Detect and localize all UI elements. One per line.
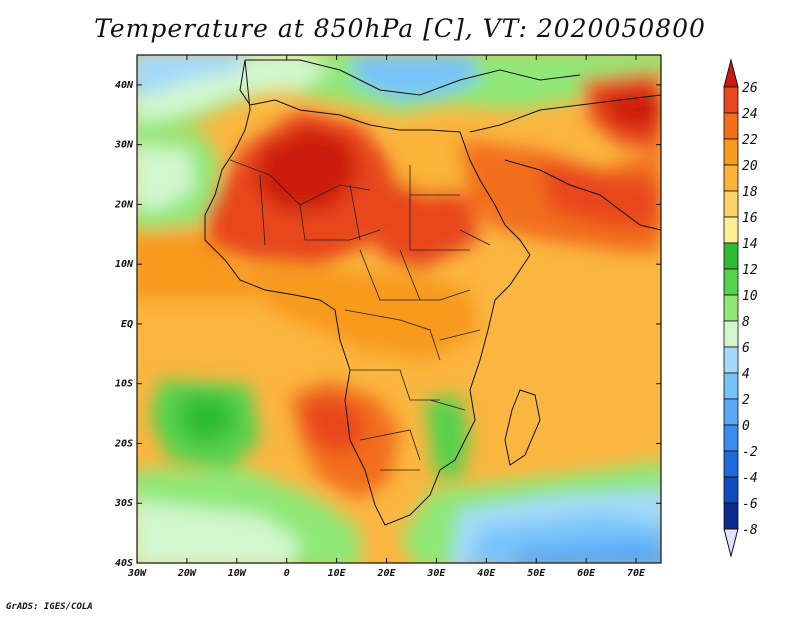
- colorbar-segment: [723, 112, 739, 140]
- colorbar-segment: [723, 398, 739, 426]
- y-tick-label: EQ: [121, 319, 133, 330]
- colorbar-label: -2: [742, 445, 758, 460]
- colorbar-label: 16: [742, 211, 758, 226]
- colorbar-segment: [723, 450, 739, 478]
- y-axis: 40N 30N 20N 10N EQ 10S 20S 30S 40S: [114, 80, 661, 569]
- colorbar-segment: [723, 268, 739, 296]
- colorbar-label: -8: [742, 523, 758, 538]
- colorbar-label: 20: [742, 159, 758, 174]
- colorbar-label: 26: [742, 81, 758, 96]
- colorbar-segment: [723, 502, 739, 530]
- y-tick-label: 20N: [114, 199, 134, 210]
- colorbar-segment: [723, 138, 739, 166]
- y-tick-label: 30N: [114, 140, 134, 151]
- x-tick-label: 30E: [426, 568, 446, 579]
- colorbar-label: 14: [742, 237, 758, 252]
- x-tick-label: 60E: [577, 568, 596, 579]
- y-tick-label: 20S: [114, 438, 133, 449]
- x-tick-label: 30W: [127, 568, 147, 579]
- country-borders: [229, 159, 491, 471]
- temperature-field: [137, 55, 661, 563]
- colorbar-label: 18: [742, 185, 758, 200]
- colorbar-label: -4: [742, 471, 758, 486]
- x-tick-label: 20E: [376, 568, 396, 579]
- colorbar-label: 6: [742, 341, 750, 356]
- colorbar-label: 24: [742, 107, 758, 122]
- x-tick-label: 0: [284, 568, 290, 579]
- colorbar-label: 12: [742, 263, 758, 278]
- colorbar-label: 0: [742, 419, 750, 434]
- colorbar-label: 8: [742, 315, 750, 330]
- x-tick-label: 10E: [328, 568, 347, 579]
- y-tick-label: 40S: [115, 558, 133, 569]
- colorbar-segment: [723, 320, 739, 348]
- colorbar-bottom-arrow: [723, 528, 739, 558]
- colorbar-label: 2: [742, 393, 750, 408]
- x-tick-label: 40E: [477, 568, 496, 579]
- colorbar-segment: [723, 372, 739, 400]
- x-axis: 30W 20W 10W 0 10E 20E 30E 40E 50E 60E 70E: [127, 55, 646, 579]
- x-tick-label: 70E: [627, 568, 646, 579]
- y-tick-label: 10N: [115, 259, 134, 270]
- colorbar-label: -6: [742, 497, 758, 512]
- colorbar-label: 10: [742, 289, 758, 304]
- coastlines: [204, 59, 661, 526]
- colorbar-segment: [723, 346, 739, 374]
- colorbar-segment: [723, 164, 739, 192]
- y-tick-label: 30S: [114, 498, 133, 509]
- y-tick-label: 40N: [115, 80, 134, 91]
- colorbar-segment: [723, 424, 739, 452]
- colorbar-segment: [723, 190, 739, 218]
- colorbar-segment: [723, 216, 739, 244]
- colorbar-segment: [723, 294, 739, 322]
- credit-label: GrADS: IGES/COLA: [6, 602, 93, 612]
- map-title: Temperature at 850hPa [C], VT: 202005080…: [94, 14, 706, 43]
- colorbar-label: 22: [742, 133, 758, 148]
- plot-frame: [136, 54, 662, 564]
- colorbar-segment: [723, 476, 739, 504]
- colorbar-top-arrow: [723, 58, 739, 88]
- x-tick-label: 50E: [527, 568, 546, 579]
- x-tick-label: 20W: [177, 568, 197, 579]
- x-tick-label: 10W: [228, 568, 247, 579]
- colorbar-segment: [723, 242, 739, 270]
- y-tick-label: 10S: [115, 379, 133, 390]
- colorbar-segment: [723, 86, 739, 114]
- colorbar-label: 4: [742, 367, 750, 382]
